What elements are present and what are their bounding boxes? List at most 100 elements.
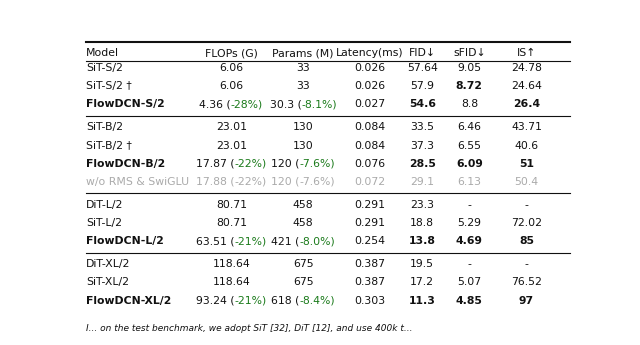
Text: 85: 85 (519, 236, 534, 246)
Text: 0.387: 0.387 (355, 277, 386, 287)
Text: 63.51 (: 63.51 ( (196, 236, 234, 246)
Text: 80.71: 80.71 (216, 200, 247, 210)
Text: 0.076: 0.076 (355, 159, 386, 169)
Text: 26.4: 26.4 (513, 99, 540, 109)
Text: 6.46: 6.46 (458, 122, 481, 132)
Text: 458: 458 (293, 200, 314, 210)
Text: FLOPs (G): FLOPs (G) (205, 48, 258, 58)
Text: 11.3: 11.3 (409, 296, 436, 306)
Text: 37.3: 37.3 (410, 140, 434, 150)
Text: 23.01: 23.01 (216, 140, 247, 150)
Text: 57.9: 57.9 (410, 81, 434, 91)
Text: 675: 675 (293, 259, 314, 269)
Text: -21%): -21%) (234, 236, 267, 246)
Text: 0.072: 0.072 (355, 177, 386, 187)
Text: sFID↓: sFID↓ (453, 48, 486, 58)
Text: SiT-B/2: SiT-B/2 (86, 122, 123, 132)
Text: 0.303: 0.303 (355, 296, 386, 306)
Text: 40.6: 40.6 (515, 140, 538, 150)
Text: 0.291: 0.291 (355, 200, 386, 210)
Text: SiT-B/2 †: SiT-B/2 † (86, 140, 132, 150)
Text: 0.084: 0.084 (355, 140, 386, 150)
Text: 19.5: 19.5 (410, 259, 434, 269)
Text: 93.24 (: 93.24 ( (196, 296, 234, 306)
Text: DiT-L/2: DiT-L/2 (86, 200, 124, 210)
Text: 33: 33 (296, 81, 310, 91)
Text: SiT-L/2: SiT-L/2 (86, 218, 122, 228)
Text: -: - (467, 200, 471, 210)
Text: 130: 130 (293, 140, 314, 150)
Text: 618 (: 618 ( (271, 296, 300, 306)
Text: 0.291: 0.291 (355, 218, 386, 228)
Text: 76.52: 76.52 (511, 277, 542, 287)
Text: Latency(ms): Latency(ms) (337, 48, 404, 58)
Text: FlowDCN-L/2: FlowDCN-L/2 (86, 236, 164, 246)
Text: I... on the test benchmark, we adopt SiT [32], DiT [12], and use 400k t...: I... on the test benchmark, we adopt SiT… (86, 324, 412, 334)
Text: 0.084: 0.084 (355, 122, 386, 132)
Text: 18.8: 18.8 (410, 218, 434, 228)
Text: 57.64: 57.64 (407, 63, 438, 73)
Text: 4.69: 4.69 (456, 236, 483, 246)
Text: IS↑: IS↑ (516, 48, 536, 58)
Text: 458: 458 (293, 218, 314, 228)
Text: 130: 130 (293, 122, 314, 132)
Text: FlowDCN-B/2: FlowDCN-B/2 (86, 159, 165, 169)
Text: w/o RMS & SwiGLU: w/o RMS & SwiGLU (86, 177, 189, 187)
Text: 29.1: 29.1 (410, 177, 434, 187)
Text: 0.026: 0.026 (355, 81, 386, 91)
Text: -: - (524, 259, 529, 269)
Text: 421 (: 421 ( (271, 236, 300, 246)
Text: 9.05: 9.05 (458, 63, 481, 73)
Text: 4.36 (: 4.36 ( (199, 99, 231, 109)
Text: -: - (524, 200, 529, 210)
Text: -: - (467, 259, 471, 269)
Text: 24.64: 24.64 (511, 81, 542, 91)
Text: 97: 97 (519, 296, 534, 306)
Text: 0.387: 0.387 (355, 259, 386, 269)
Text: SiT-S/2: SiT-S/2 (86, 63, 123, 73)
Text: 118.64: 118.64 (212, 259, 250, 269)
Text: 24.78: 24.78 (511, 63, 542, 73)
Text: 5.07: 5.07 (458, 277, 481, 287)
Text: 80.71: 80.71 (216, 218, 247, 228)
Text: -21%): -21%) (234, 296, 267, 306)
Text: 118.64: 118.64 (212, 277, 250, 287)
Text: -8.0%): -8.0%) (300, 236, 335, 246)
Text: 6.06: 6.06 (220, 81, 243, 91)
Text: 6.09: 6.09 (456, 159, 483, 169)
Text: -28%): -28%) (231, 99, 263, 109)
Text: 43.71: 43.71 (511, 122, 542, 132)
Text: 675: 675 (293, 277, 314, 287)
Text: 72.02: 72.02 (511, 218, 542, 228)
Text: 0.026: 0.026 (355, 63, 386, 73)
Text: FlowDCN-S/2: FlowDCN-S/2 (86, 99, 164, 109)
Text: Model: Model (86, 48, 119, 58)
Text: 17.87 (: 17.87 ( (196, 159, 234, 169)
Text: 0.027: 0.027 (355, 99, 386, 109)
Text: -8.1%): -8.1%) (301, 99, 337, 109)
Text: 17.88 (: 17.88 ( (196, 177, 234, 187)
Text: 33: 33 (296, 63, 310, 73)
Text: 120 (: 120 ( (271, 177, 300, 187)
Text: 51: 51 (519, 159, 534, 169)
Text: 23.01: 23.01 (216, 122, 247, 132)
Text: -22%): -22%) (234, 177, 267, 187)
Text: 8.8: 8.8 (461, 99, 478, 109)
Text: 6.55: 6.55 (458, 140, 481, 150)
Text: 6.06: 6.06 (220, 63, 243, 73)
Text: FID↓: FID↓ (409, 48, 436, 58)
Text: 54.6: 54.6 (409, 99, 436, 109)
Text: 0.254: 0.254 (355, 236, 386, 246)
Text: -7.6%): -7.6%) (300, 177, 335, 187)
Text: 5.29: 5.29 (458, 218, 481, 228)
Text: -22%): -22%) (234, 159, 267, 169)
Text: SiT-S/2 †: SiT-S/2 † (86, 81, 132, 91)
Text: 17.2: 17.2 (410, 277, 434, 287)
Text: -7.6%): -7.6%) (300, 159, 335, 169)
Text: 8.72: 8.72 (456, 81, 483, 91)
Text: 23.3: 23.3 (410, 200, 434, 210)
Text: 4.85: 4.85 (456, 296, 483, 306)
Text: 6.13: 6.13 (458, 177, 481, 187)
Text: 13.8: 13.8 (409, 236, 436, 246)
Text: Params (M): Params (M) (273, 48, 334, 58)
